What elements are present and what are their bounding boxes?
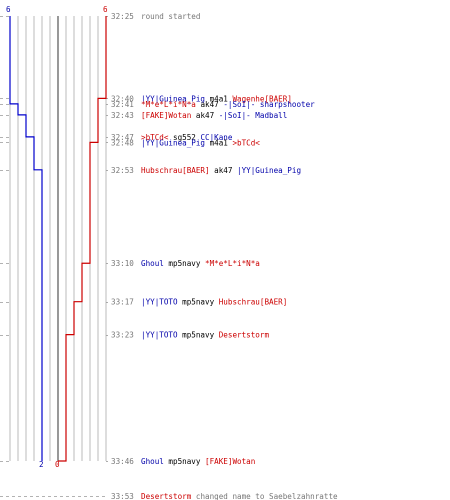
event-text-part: CC|Kane xyxy=(200,133,232,142)
event-row: 33:53 Desertstorm changed name to Saebelz… xyxy=(111,492,338,500)
event-text-part: mp5navy xyxy=(164,259,205,268)
event-text-part: >bTCd< xyxy=(141,133,169,142)
event-time: 33:23 xyxy=(111,331,134,340)
event-text: [FAKE]Wotan ak47 -|SoI|- Madball xyxy=(141,111,287,120)
event-text-part: mp5navy xyxy=(164,457,205,466)
event-text-part: -|SoI|- Madball xyxy=(219,111,288,120)
event-text-part: |YY|TOTO xyxy=(141,298,178,307)
event-text-part: [FAKE]Wotan xyxy=(141,111,191,120)
event-time: 32:53 xyxy=(111,166,134,175)
event-text-part: ak47 xyxy=(210,166,237,175)
score-grid xyxy=(9,16,107,461)
event-row: 33:23 |YY|TOTO mp5navy Desertstorm xyxy=(111,331,269,340)
red-end-score-label: 0 xyxy=(55,460,60,469)
event-text: |YY|Guinea_Pig m4a1 >bTCd< xyxy=(141,138,260,147)
team-score-series xyxy=(9,16,107,462)
event-row: 32:53 Hubschrau[BAER] ak47 |YY|Guinea_Pig xyxy=(111,166,301,175)
event-text-part: sg552 xyxy=(168,133,200,142)
event-text-part: Desertstorm xyxy=(141,492,192,500)
event-text-part: *M*e*L*i*N*a xyxy=(141,100,196,109)
event-text-part: m4a1 xyxy=(205,94,232,103)
event-text-part: m4a1 xyxy=(205,138,232,147)
event-text: |YY|Guinea_Pig m4a1 Wagenhe[BAER] xyxy=(141,94,292,103)
event-row: 32:48 |YY|Guinea_Pig m4a1 >bTCd< xyxy=(111,138,260,147)
event-row: 32:47 >bTCd< sg552 CC|Kane xyxy=(111,133,233,142)
event-text: Ghoul mp5navy [FAKE]Wotan xyxy=(141,457,255,466)
event-text-part: |YY|TOTO xyxy=(141,331,178,340)
event-text: |YY|TOTO mp5navy Desertstorm xyxy=(141,331,269,340)
event-time: 32:48 xyxy=(111,138,134,147)
event-text: round started xyxy=(141,12,200,21)
event-text-part: *M*e*L*i*N*a xyxy=(205,259,260,268)
event-text-part: changed name to Saebelzahnratte xyxy=(191,492,338,500)
blue-team-score-line xyxy=(9,16,43,461)
event-row: 32:43 [FAKE]Wotan ak47 -|SoI|- Madball xyxy=(111,111,287,120)
event-text-part: |YY|Guinea_Pig xyxy=(141,138,205,147)
event-time: 33:17 xyxy=(111,298,134,307)
event-text-part: -|SoI|- sharpshooter xyxy=(223,100,315,109)
event-time: 33:53 xyxy=(111,492,134,500)
event-text-part: |YY|Guinea_Pig xyxy=(237,166,301,175)
event-text-part: [FAKE]Wotan xyxy=(205,457,255,466)
event-row: 32:40 |YY|Guinea_Pig m4a1 Wagenhe[BAER] xyxy=(111,94,292,103)
blue-end-score-label: 2 xyxy=(39,460,44,469)
event-time: 32:25 xyxy=(111,12,134,21)
event-text: *M*e*L*i*N*a ak47 -|SoI|- sharpshooter xyxy=(141,100,315,109)
event-text-part: ak47 xyxy=(196,100,223,109)
event-guide-lines xyxy=(0,16,108,497)
event-text: |YY|TOTO mp5navy Hubschrau[BAER] xyxy=(141,298,287,307)
event-text-part: Hubschrau[BAER] xyxy=(141,166,210,175)
event-text: Desertstorm changed name to Saebelzahnra… xyxy=(141,492,338,500)
event-log: 32:25 round started 32:40 |YY|Guinea_Pig m4… xyxy=(111,12,338,500)
score-labels: 6 6 2 0 xyxy=(6,5,108,469)
event-text-part: mp5navy xyxy=(178,298,219,307)
event-time: 32:41 xyxy=(111,100,134,109)
event-text: Ghoul mp5navy *M*e*L*i*N*a xyxy=(141,259,260,268)
event-time: 32:47 xyxy=(111,133,134,142)
event-time: 32:43 xyxy=(111,111,134,120)
event-row: 33:17 |YY|TOTO mp5navy Hubschrau[BAER] xyxy=(111,298,287,307)
event-text-part: Ghoul xyxy=(141,457,164,466)
blue-start-score-label: 6 xyxy=(6,5,11,14)
event-text-part: Wagenhe[BAER] xyxy=(232,94,291,103)
event-text: >bTCd< sg552 CC|Kane xyxy=(141,133,233,142)
event-row: 33:46 Ghoul mp5navy [FAKE]Wotan xyxy=(111,457,255,466)
event-text-part: Desertstorm xyxy=(219,331,270,340)
event-row: 32:25 round started xyxy=(111,12,200,21)
event-text-part: |YY|Guinea_Pig xyxy=(141,94,205,103)
event-row: 32:41 *M*e*L*i*N*a ak47 -|SoI|- sharpshoo… xyxy=(111,100,315,109)
event-text-part: Hubschrau[BAER] xyxy=(219,298,288,307)
red-team-score-line xyxy=(58,16,107,462)
event-text-part: Ghoul xyxy=(141,259,164,268)
event-text-part: mp5navy xyxy=(178,331,219,340)
event-time: 33:10 xyxy=(111,259,134,268)
event-text-part: round started xyxy=(141,12,200,21)
red-start-score-label: 6 xyxy=(103,5,108,14)
event-time: 33:46 xyxy=(111,457,134,466)
event-row: 33:10 Ghoul mp5navy *M*e*L*i*N*a xyxy=(111,259,260,268)
event-text-part: ak47 xyxy=(191,111,218,120)
event-time: 32:40 xyxy=(111,94,134,103)
event-text: Hubschrau[BAER] ak47 |YY|Guinea_Pig xyxy=(141,166,301,175)
event-text-part: >bTCd< xyxy=(232,138,260,147)
